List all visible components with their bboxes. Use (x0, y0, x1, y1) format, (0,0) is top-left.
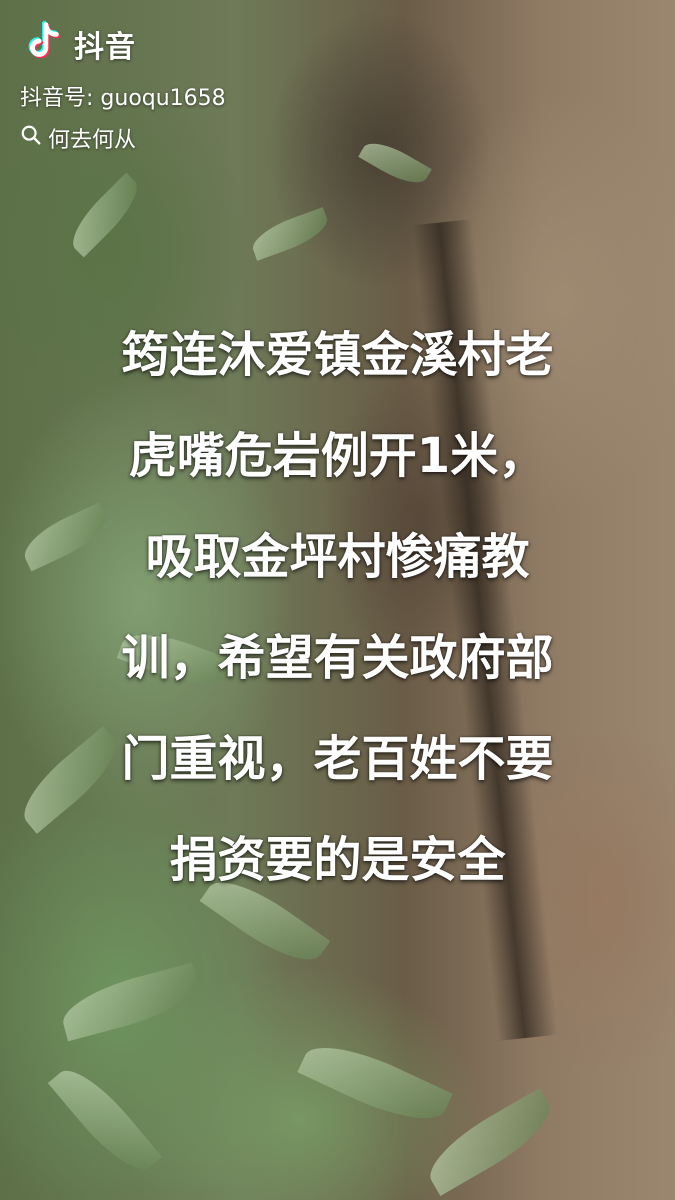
caption-line: 捐资要的是安全 (169, 832, 506, 888)
watermark-search-keyword: 何去何从 (48, 128, 137, 153)
watermark-brand: 抖音 (20, 18, 226, 70)
caption-line: 虎嘴危岩例开1米， (128, 428, 547, 484)
caption-line: 吸取金坪村惨痛教 (145, 529, 530, 585)
caption-line: 筠连沐爱镇金溪村老 (121, 327, 554, 383)
caption-line: 训，希望有关政府部 (121, 630, 554, 686)
douyin-note-icon (20, 19, 66, 69)
watermark-app-name: 抖音 (74, 30, 136, 65)
douyin-watermark: 抖音 抖音号: guoqu1658 何去何从 (20, 18, 226, 154)
caption-line: 门重视，老百姓不要 (121, 731, 554, 787)
watermark-account-id: 抖音号: guoqu1658 (20, 86, 226, 111)
video-caption: 筠连沐爱镇金溪村老 虎嘴危岩例开1米， 吸取金坪村惨痛教 训，希望有关政府部 门… (30, 305, 645, 911)
search-icon (20, 124, 42, 152)
watermark-search: 何去何从 (20, 122, 226, 154)
